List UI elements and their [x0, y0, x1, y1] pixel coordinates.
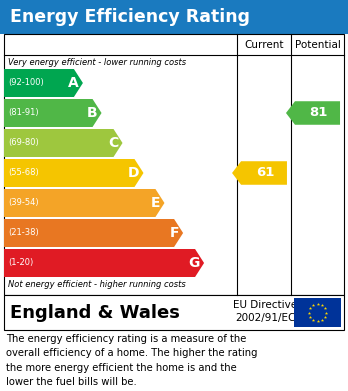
- Text: G: G: [189, 256, 200, 270]
- Text: F: F: [169, 226, 179, 240]
- Polygon shape: [4, 249, 204, 277]
- Polygon shape: [4, 219, 183, 247]
- Text: Current: Current: [244, 39, 284, 50]
- Polygon shape: [4, 99, 102, 127]
- Text: EU Directive
2002/91/EC: EU Directive 2002/91/EC: [233, 300, 297, 323]
- Text: 61: 61: [256, 167, 274, 179]
- Text: A: A: [68, 76, 79, 90]
- Text: E: E: [151, 196, 160, 210]
- Text: (81-91): (81-91): [8, 108, 39, 118]
- Bar: [4, 295, 344, 330]
- Text: (21-38): (21-38): [8, 228, 39, 237]
- Polygon shape: [4, 189, 165, 217]
- Polygon shape: [4, 129, 122, 157]
- Text: (1-20): (1-20): [8, 258, 33, 267]
- Text: England & Wales: England & Wales: [10, 303, 180, 321]
- Text: (55-68): (55-68): [8, 169, 39, 178]
- Polygon shape: [4, 69, 83, 97]
- Text: (39-54): (39-54): [8, 199, 39, 208]
- Text: The energy efficiency rating is a measure of the
overall efficiency of a home. T: The energy efficiency rating is a measur…: [6, 334, 258, 387]
- Text: (69-80): (69-80): [8, 138, 39, 147]
- Text: Potential: Potential: [294, 39, 340, 50]
- Bar: [294, 298, 341, 327]
- Text: (92-100): (92-100): [8, 79, 44, 88]
- Text: C: C: [108, 136, 119, 150]
- Bar: [4, 34, 344, 295]
- Text: B: B: [87, 106, 97, 120]
- Text: 81: 81: [309, 106, 328, 120]
- Text: D: D: [128, 166, 140, 180]
- Text: Very energy efficient - lower running costs: Very energy efficient - lower running co…: [8, 58, 186, 67]
- Bar: [0, 0, 348, 34]
- Text: Not energy efficient - higher running costs: Not energy efficient - higher running co…: [8, 280, 186, 289]
- Text: Energy Efficiency Rating: Energy Efficiency Rating: [10, 8, 250, 26]
- Polygon shape: [286, 101, 340, 125]
- Polygon shape: [232, 161, 287, 185]
- Polygon shape: [4, 159, 143, 187]
